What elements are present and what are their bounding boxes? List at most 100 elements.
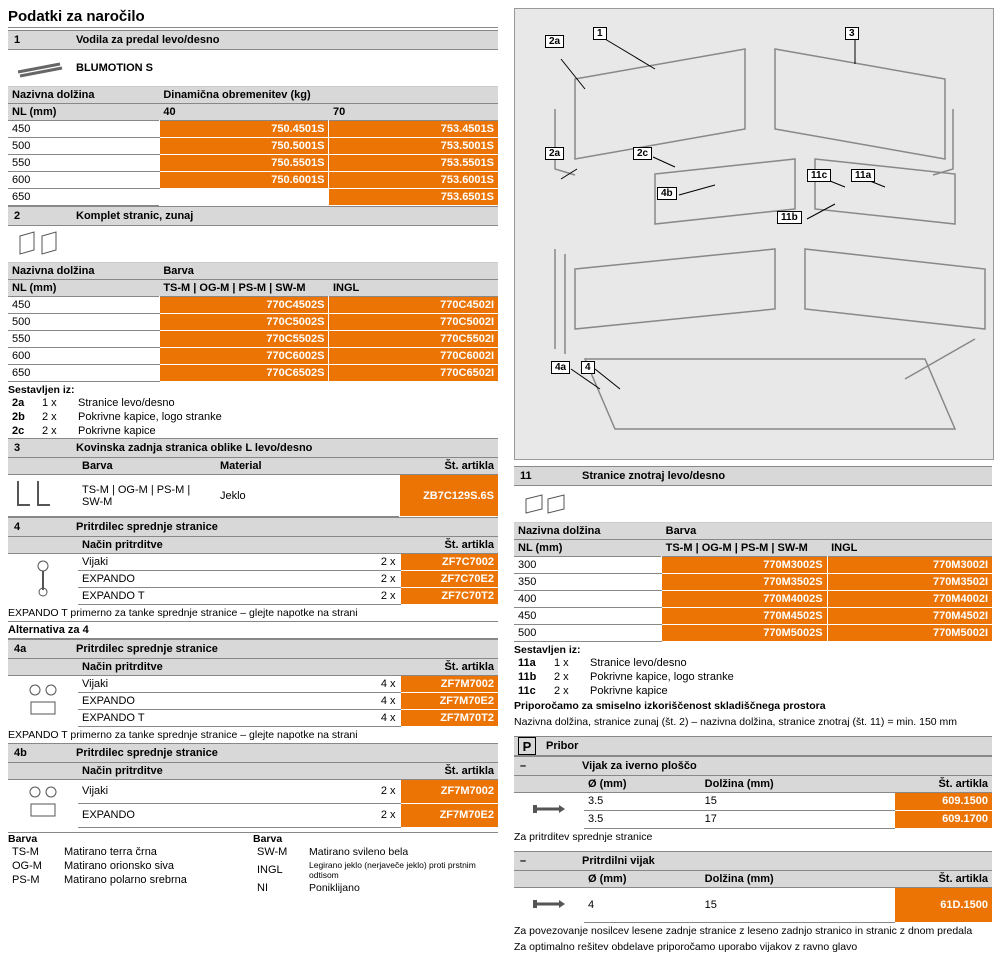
screw2-hl: Dolžina (mm) bbox=[701, 871, 894, 888]
pribor-header: P Pribor bbox=[514, 736, 992, 756]
inner-sides-icon bbox=[514, 493, 576, 515]
screw2-row: 41561D.1500 bbox=[514, 887, 992, 923]
screw2-hart: Št. artikla bbox=[894, 871, 992, 888]
screw1-hd: Ø (mm) bbox=[584, 776, 701, 793]
screw1-row: 3.515609.1500 bbox=[514, 793, 992, 811]
s3-mat: Jeklo bbox=[216, 475, 400, 517]
s4-hart: Št. artikla bbox=[400, 537, 498, 554]
screw1-hart: Št. artikla bbox=[894, 776, 992, 793]
section-1-header: 1 Vodila za predal levo/desno bbox=[8, 30, 498, 50]
s4b-hart: Št. artikla bbox=[400, 763, 498, 780]
s4a-note: EXPANDO T primerno za tanke sprednje str… bbox=[8, 727, 498, 743]
section-4b-header: 4b Pritrdilec sprednje stranice bbox=[8, 743, 498, 763]
s2-consists-row: 2b2 xPokrivne kapice, logo stranke bbox=[8, 410, 498, 424]
legend-row: SW-MMatirano svileno bela bbox=[253, 845, 498, 859]
s4-note: EXPANDO T primerno za tanke sprednje str… bbox=[8, 605, 498, 621]
fixing-row: EXPANDO4 xZF7M70E2 bbox=[8, 693, 498, 710]
s4-num: 4 bbox=[8, 521, 70, 533]
section-4a-table: Način pritrditve Št. artikla Vijaki4 xZF… bbox=[8, 659, 498, 727]
s11-row: 450770M4502S770M4502I bbox=[514, 608, 992, 625]
legend-row: TS-MMatirano terra črna bbox=[8, 845, 253, 859]
dl-4: 4 bbox=[581, 361, 595, 374]
dl-2a-top: 2a bbox=[545, 35, 564, 48]
dl-2c: 2c bbox=[633, 147, 652, 160]
legend-h-l: Barva bbox=[8, 833, 253, 845]
col-unit: NL (mm) bbox=[8, 104, 159, 121]
col-40: 40 bbox=[159, 104, 329, 121]
s3-num: 3 bbox=[8, 442, 70, 454]
section-11-table: Nazivna dolžina Barva NL (mm) TS-M | OG-… bbox=[514, 523, 992, 642]
section-3-header: 3 Kovinska zadnja stranica oblike L levo… bbox=[8, 438, 498, 458]
s1-row: 650753.6501S bbox=[8, 189, 498, 206]
s11-barva: Barva bbox=[662, 523, 992, 540]
s2-consists-row: 2c2 xPokrivne kapice bbox=[8, 424, 498, 438]
s4a-hart: Št. artikla bbox=[400, 659, 498, 676]
screw1-row: 3.517609.1700 bbox=[514, 810, 992, 828]
s11-cola: TS-M | OG-M | PS-M | SW-M bbox=[662, 540, 827, 557]
s2-row: 500770C5002S770C5002I bbox=[8, 314, 498, 331]
screw2-header: – Pritrdilni vijak bbox=[514, 851, 992, 871]
s2-cola: TS-M | OG-M | PS-M | SW-M bbox=[159, 280, 329, 297]
side-panels-icon bbox=[8, 230, 70, 258]
screw2-hd: Ø (mm) bbox=[584, 871, 701, 888]
legend-h-r: Barva bbox=[253, 833, 498, 845]
pribor-icon: P bbox=[518, 737, 536, 755]
s2-nominal: Nazivna dolžina bbox=[8, 263, 159, 280]
s2-row: 450770C4502S770C4502I bbox=[8, 297, 498, 314]
s2-unit: NL (mm) bbox=[8, 280, 159, 297]
legend-row: NIPoniklijano bbox=[253, 881, 498, 895]
dl-11a: 11a bbox=[851, 169, 875, 182]
s11-consists-table: 11a1 xStranice levo/desno11b2 xPokrivne … bbox=[514, 656, 992, 698]
screw2-note1: Za povezovanje nosilcev lesene zadnje st… bbox=[514, 923, 992, 939]
s2-row: 650770C6502S770C6502I bbox=[8, 365, 498, 382]
section-1-subtitle: BLUMOTION S bbox=[70, 62, 153, 74]
section-4-table: Način pritrditve Št. artikla Vijaki2 xZF… bbox=[8, 537, 498, 605]
s2-row: 600770C6002S770C6002I bbox=[8, 348, 498, 365]
fixing-row: EXPANDO2 xZF7M70E2 bbox=[8, 803, 498, 827]
s2-consists-label: Sestavljen iz: bbox=[8, 384, 498, 396]
section-11-header: 11 Stranice znotraj levo/desno bbox=[514, 466, 992, 486]
s3-hcolor: Barva bbox=[78, 458, 216, 475]
s1-row: 450750.4501S753.4501S bbox=[8, 121, 498, 138]
col-70: 70 bbox=[329, 104, 498, 121]
s11-colb: INGL bbox=[827, 540, 992, 557]
section-2-title: Komplet stranic, zunaj bbox=[70, 210, 193, 222]
screw1-title: Vijak za iverno ploščo bbox=[576, 760, 697, 772]
section-2-num: 2 bbox=[8, 210, 70, 222]
dl-11c: 11c bbox=[807, 169, 831, 182]
s4-hmethod: Način pritrditve bbox=[78, 537, 352, 554]
s3-color: TS-M | OG-M | PS-M | SW-M bbox=[78, 475, 216, 517]
legend-row: OG-MMatirano orionsko siva bbox=[8, 859, 253, 873]
s2-colb: INGL bbox=[329, 280, 498, 297]
section-2-table: Nazivna dolžina Barva NL (mm) TS-M | OG-… bbox=[8, 263, 498, 382]
screw1-num: – bbox=[514, 760, 576, 772]
section-1-title: Vodila za predal levo/desno bbox=[70, 34, 219, 46]
screw1-table: Ø (mm) Dolžina (mm) Št. artikla 3.515609… bbox=[514, 776, 992, 829]
s4a-num: 4a bbox=[8, 643, 70, 655]
s11-row: 500770M5002S770M5002I bbox=[514, 625, 992, 642]
col-nominal: Nazivna dolžina bbox=[8, 87, 159, 104]
fixing-row: Vijaki2 xZF7C7002 bbox=[8, 554, 498, 571]
s3-hmat: Material bbox=[216, 458, 400, 475]
s3-title: Kovinska zadnja stranica oblike L levo/d… bbox=[70, 442, 312, 454]
dl-2a-bot: 2a bbox=[545, 147, 564, 160]
section-1-table: Nazivna dolžina Dinamična obremenitev (k… bbox=[8, 87, 498, 206]
screw2-num: – bbox=[514, 855, 576, 867]
fixing-row: Vijaki4 xZF7M7002 bbox=[8, 676, 498, 693]
l-bracket-icon bbox=[8, 475, 78, 517]
col-load: Dinamična obremenitev (kg) bbox=[159, 87, 498, 104]
s2-consists-table: 2a1 xStranice levo/desno2b2 xPokrivne ka… bbox=[8, 396, 498, 438]
screw2-note2: Za optimalno rešitev obdelave priporočam… bbox=[514, 939, 992, 955]
dl-11b: 11b bbox=[777, 211, 802, 224]
s4a-title: Pritrdilec sprednje stranice bbox=[70, 643, 218, 655]
s2-consists-row: 2a1 xStranice levo/desno bbox=[8, 396, 498, 410]
screw1-header: – Vijak za iverno ploščo bbox=[514, 756, 992, 776]
color-legend: Barva TS-MMatirano terra črnaOG-MMatiran… bbox=[8, 832, 498, 895]
page-title: Podatki za naročilo bbox=[8, 8, 498, 28]
screw1-note: Za pritrditev sprednje stranice bbox=[514, 829, 992, 845]
exploded-diagram: 2a 1 3 2a 2c 4b 11c 11a 11b 4a 4 bbox=[514, 8, 994, 460]
s4a-hmethod: Način pritrditve bbox=[78, 659, 352, 676]
dl-4b: 4b bbox=[657, 187, 677, 200]
s2-barva: Barva bbox=[159, 263, 498, 280]
dl-4a: 4a bbox=[551, 361, 570, 374]
